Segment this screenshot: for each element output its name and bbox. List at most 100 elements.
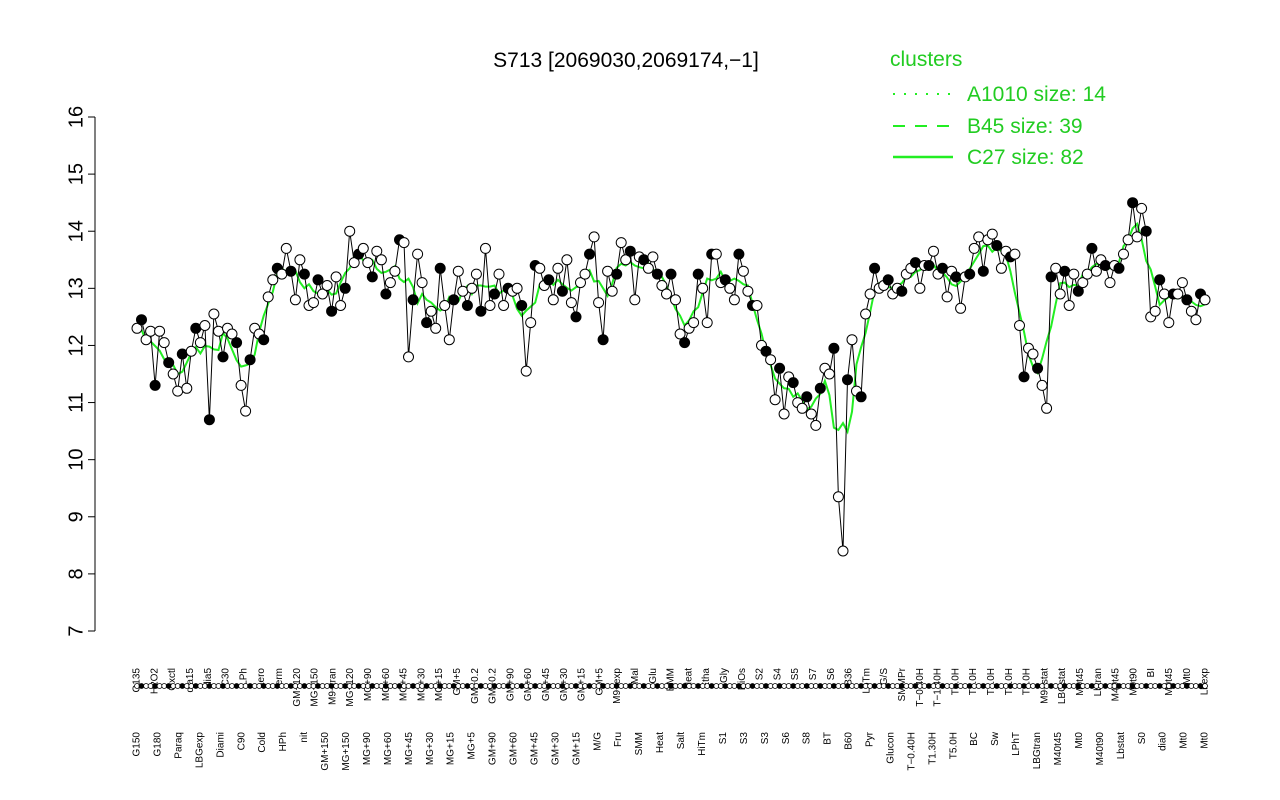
x-label-upper: GM+5 xyxy=(452,668,463,696)
data-point xyxy=(516,300,528,311)
data-point xyxy=(642,262,654,274)
x-label-upper: Oxctl xyxy=(167,668,178,691)
data-point xyxy=(480,242,491,254)
data-point xyxy=(1090,265,1102,277)
data-point xyxy=(584,248,595,260)
data-point xyxy=(778,408,790,420)
data-point xyxy=(620,254,632,266)
data-point xyxy=(814,382,826,394)
x-label-lower: Cold xyxy=(257,732,268,753)
x-label-lower: Glucon xyxy=(886,732,897,764)
sample-marker xyxy=(1202,683,1208,689)
data-point xyxy=(493,268,505,280)
data-point xyxy=(697,282,709,294)
sample-markers xyxy=(134,683,1208,689)
x-label-lower: dia0 xyxy=(1158,732,1169,751)
data-point xyxy=(1154,274,1166,286)
x-label-upper: LoTm xyxy=(861,668,872,694)
x-label-upper: Gly xyxy=(719,668,730,683)
x-label-lower: S0 xyxy=(1137,732,1148,745)
data-point xyxy=(855,391,867,403)
x-label-upper: Lbtran xyxy=(1093,668,1104,696)
data-point xyxy=(448,294,460,306)
data-point xyxy=(1014,320,1025,331)
x-label-lower: SMM xyxy=(634,732,645,755)
data-point xyxy=(869,262,881,274)
data-point xyxy=(276,268,288,280)
data-point xyxy=(724,282,736,294)
y-tick-label: 12 xyxy=(65,334,87,356)
data-point xyxy=(810,419,822,431)
data-point xyxy=(470,268,482,280)
data-point xyxy=(674,328,686,340)
x-label-upper: T0.0H xyxy=(950,668,961,695)
legend: clusters A1010 size: 14 B45 size: 39 C27… xyxy=(890,48,1106,169)
data-point xyxy=(679,337,691,349)
x-label-upper: C30 xyxy=(221,668,232,687)
data-point xyxy=(1054,288,1066,300)
data-point xyxy=(380,288,392,300)
x-label-lower: HPh xyxy=(278,732,289,751)
y-axis-ticks: 7 8 9 10 11 12 13 14 15 16 xyxy=(65,106,95,637)
x-label-lower: MG+90 xyxy=(362,732,373,766)
data-point xyxy=(407,294,419,306)
data-point xyxy=(344,225,356,237)
legend-title: clusters xyxy=(890,48,962,71)
data-point xyxy=(1018,371,1030,383)
data-point xyxy=(896,285,908,297)
x-label-lower: nit xyxy=(299,732,310,743)
data-point xyxy=(425,305,437,317)
x-label-upper: BI xyxy=(1146,668,1157,677)
data-point xyxy=(357,242,369,254)
x-label-lower: S1 xyxy=(718,732,729,745)
data-point xyxy=(611,268,623,280)
x-label-upper: G135 xyxy=(132,668,143,693)
x-label-upper: T1.0H xyxy=(968,668,979,695)
data-point xyxy=(860,308,872,320)
data-point xyxy=(561,254,573,266)
data-point xyxy=(801,391,813,403)
data-point xyxy=(434,262,446,274)
data-point xyxy=(670,294,681,306)
x-label-lower: S6 xyxy=(781,732,792,745)
data-point xyxy=(1009,248,1021,260)
data-point xyxy=(140,334,152,346)
x-label-upper: Etha xyxy=(701,668,712,689)
data-point xyxy=(416,277,428,289)
data-point xyxy=(606,285,618,297)
x-label-lower: M40t45 xyxy=(1053,732,1064,766)
data-point xyxy=(588,231,600,243)
data-point xyxy=(131,322,143,334)
x-label-upper: dia5 xyxy=(203,668,214,687)
data-point xyxy=(375,254,387,266)
data-point xyxy=(547,294,559,306)
x-label-upper: S7 xyxy=(808,668,819,681)
data-point xyxy=(629,294,641,306)
x-label-upper: S2 xyxy=(755,668,766,681)
x-label-upper: Heat xyxy=(683,668,694,689)
data-point xyxy=(181,382,193,394)
data-point xyxy=(1127,197,1139,209)
data-point xyxy=(339,282,351,294)
data-points xyxy=(131,197,1211,557)
x-label-upper: Mal xyxy=(630,668,641,684)
data-point xyxy=(208,308,220,320)
data-point xyxy=(511,282,523,294)
x-label-lower: B60 xyxy=(844,732,855,750)
data-point xyxy=(452,265,464,277)
data-point xyxy=(1199,294,1211,306)
x-label-lower: GM+90 xyxy=(488,732,499,766)
data-point xyxy=(167,368,179,380)
data-point xyxy=(937,262,948,274)
data-point xyxy=(1163,317,1175,329)
data-point xyxy=(1059,265,1071,277)
data-point xyxy=(647,251,659,263)
data-point xyxy=(136,314,147,326)
x-label-lower: GM+15 xyxy=(571,732,582,766)
data-point xyxy=(928,245,939,257)
data-point xyxy=(565,297,577,309)
series-line xyxy=(136,202,1206,552)
data-point xyxy=(285,265,297,277)
data-point xyxy=(461,300,473,311)
chart-title: S713 [2069030,2069174,−1] xyxy=(493,49,759,72)
